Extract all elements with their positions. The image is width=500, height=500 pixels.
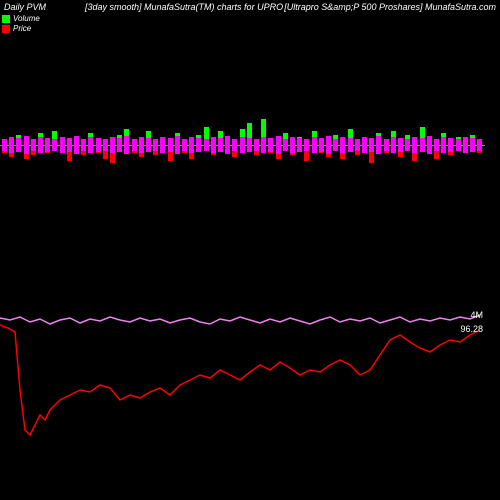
volume-overlay-bar bbox=[304, 139, 309, 151]
volume-overlay-bar bbox=[448, 138, 453, 152]
chart-header: Daily PVM [3day smooth] MunafaSutra(TM) … bbox=[0, 2, 500, 32]
volume-overlay-bar bbox=[189, 137, 194, 153]
volume-overlay-bar bbox=[160, 137, 165, 153]
volume-overlay-bar bbox=[456, 139, 461, 151]
volume-overlay-bar bbox=[276, 136, 281, 154]
volume-overlay-bar bbox=[232, 139, 237, 151]
volume-overlay-bar bbox=[24, 136, 29, 154]
volume-overlay-bar bbox=[261, 137, 266, 153]
volume-overlay-bar bbox=[211, 137, 216, 153]
volume-overlay-bar bbox=[9, 137, 14, 153]
volume-overlay-bar bbox=[477, 139, 482, 151]
title-right: [Ultrapro S&amp;P 500 Proshares] MunafaS… bbox=[284, 2, 496, 12]
volume-overlay-bar bbox=[340, 137, 345, 153]
line-chart-svg bbox=[0, 300, 485, 450]
title-center: [3day smooth] MunafaSutra(TM) charts for… bbox=[85, 2, 283, 12]
volume-overlay-bar bbox=[225, 136, 230, 154]
volume-overlay-bar bbox=[96, 138, 101, 152]
volume-overlay-bar bbox=[319, 138, 324, 152]
volume-overlay-bar bbox=[168, 138, 173, 152]
volume-overlay-bar bbox=[434, 139, 439, 151]
volume-overlay-bar bbox=[103, 139, 108, 151]
volume-overlay-bar bbox=[74, 136, 79, 154]
title-left: Daily PVM bbox=[4, 2, 46, 12]
volume-overlay-bar bbox=[124, 136, 129, 154]
volume-overlay-bar bbox=[362, 137, 367, 153]
volume-overlay-bar bbox=[463, 137, 468, 153]
volume-overlay-bar bbox=[290, 137, 295, 153]
volume-overlay-bar bbox=[355, 139, 360, 151]
volume-overlay-bar bbox=[146, 138, 151, 152]
volume-overlay-bar bbox=[117, 138, 122, 152]
volume-overlay-bar bbox=[2, 139, 7, 151]
volume-overlay-bar bbox=[297, 138, 302, 152]
volume-chart bbox=[0, 100, 485, 190]
legend-swatch bbox=[2, 25, 10, 33]
volume-overlay-bar bbox=[427, 136, 432, 154]
line-chart: 4M 96.28 bbox=[0, 300, 485, 450]
volume-overlay-bar bbox=[376, 136, 381, 154]
volume-overlay-bar bbox=[369, 138, 374, 152]
volume-overlay-bar bbox=[45, 138, 50, 152]
legend: VolumePrice bbox=[2, 14, 40, 34]
volume-overlay-bar bbox=[88, 137, 93, 153]
legend-swatch bbox=[2, 15, 10, 23]
volume-overlay-bar bbox=[60, 137, 65, 153]
volume-overlay-bar bbox=[398, 138, 403, 152]
legend-label: Price bbox=[13, 24, 31, 34]
volume-overlay-bar bbox=[31, 139, 36, 151]
volume-overlay-bar bbox=[16, 138, 21, 152]
volume-overlay-bar bbox=[412, 137, 417, 153]
volume-overlay-bar bbox=[391, 137, 396, 153]
volume-overlay-bar bbox=[312, 137, 317, 153]
price_line bbox=[0, 325, 480, 435]
volume-overlay-bar bbox=[441, 137, 446, 153]
legend-item: Price bbox=[2, 24, 40, 34]
volume-overlay-bar bbox=[218, 138, 223, 152]
volume-overlay-bar bbox=[196, 138, 201, 152]
volume-overlay-bar bbox=[110, 137, 115, 153]
volume-overlay-bar bbox=[52, 139, 57, 151]
volume-overlay-bar bbox=[470, 138, 475, 152]
volume-overlay-bar bbox=[268, 138, 273, 152]
axis-label-top: 4M bbox=[470, 310, 483, 320]
volume-overlay-bar bbox=[254, 139, 259, 151]
legend-label: Volume bbox=[13, 14, 40, 24]
volume-overlay-bar bbox=[405, 139, 410, 151]
volume-overlay-bar bbox=[326, 136, 331, 154]
volume-overlay-bar bbox=[67, 138, 72, 152]
volume-overlay-bar bbox=[153, 139, 158, 151]
volume_line bbox=[0, 315, 480, 324]
volume-overlay-bar bbox=[175, 136, 180, 154]
volume-overlay-bar bbox=[384, 139, 389, 151]
axis-label-bottom: 96.28 bbox=[460, 324, 483, 334]
legend-item: Volume bbox=[2, 14, 40, 24]
volume-overlay-bar bbox=[132, 139, 137, 151]
volume-overlay-bar bbox=[204, 139, 209, 151]
volume-overlay-bar bbox=[348, 138, 353, 152]
volume-overlay-bar bbox=[240, 137, 245, 153]
volume-overlay-bar bbox=[139, 137, 144, 153]
volume-overlay-bar bbox=[38, 137, 43, 153]
volume-overlay-bar bbox=[333, 139, 338, 151]
volume-overlay-bar bbox=[182, 139, 187, 151]
volume-overlay-bar bbox=[283, 139, 288, 151]
volume-overlay-bar bbox=[247, 138, 252, 152]
volume-overlay-bar bbox=[420, 138, 425, 152]
volume-overlay-bar bbox=[81, 139, 86, 151]
